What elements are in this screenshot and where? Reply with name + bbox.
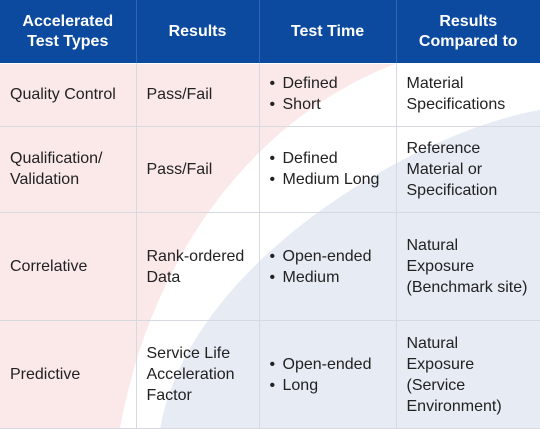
cell-results: Service Life Acceleration Factor — [136, 320, 260, 429]
list-item: Open-ended — [270, 246, 386, 267]
cell-results: Pass/Fail — [136, 126, 260, 214]
cell-test-type: Qualification/ Validation — [0, 126, 137, 214]
list-item: Long — [270, 375, 386, 396]
cell-test-type: Quality Control — [0, 63, 137, 127]
list-item: Open-ended — [270, 354, 386, 375]
test-time-list: Defined Short — [270, 73, 386, 115]
list-item: Defined — [270, 73, 386, 94]
table-row: Qualification/ Validation Pass/Fail Defi… — [0, 126, 540, 214]
header-compared-to: Results Compared to — [396, 0, 540, 63]
list-item: Medium Long — [270, 169, 386, 190]
table-row: Correlative Rank-ordered Data Open-ended… — [0, 212, 540, 322]
test-time-list: Open-ended Long — [270, 354, 386, 396]
cell-results: Pass/Fail — [136, 63, 260, 127]
test-time-list: Defined Medium Long — [270, 148, 386, 190]
cell-test-type: Predictive — [0, 320, 137, 429]
test-time-list: Open-ended Medium — [270, 246, 386, 288]
cell-test-time: Open-ended Medium — [259, 212, 397, 322]
header-test-types: Accelerated Test Types — [0, 0, 137, 63]
cell-test-time: Open-ended Long — [259, 320, 397, 429]
cell-compared-to: Reference Material or Specification — [396, 126, 540, 214]
cell-test-time: Defined Short — [259, 63, 397, 127]
table-row: Quality Control Pass/Fail Defined Short … — [0, 63, 540, 127]
list-item: Short — [270, 94, 386, 115]
list-item: Medium — [270, 267, 386, 288]
header-results: Results — [136, 0, 260, 63]
header-test-time: Test Time — [259, 0, 397, 63]
cell-compared-to: Natural Exposure (Benchmark site) — [396, 212, 540, 322]
cell-compared-to: Natural Exposure (Service Environment) — [396, 320, 540, 429]
cell-results: Rank-ordered Data — [136, 212, 260, 322]
list-item: Defined — [270, 148, 386, 169]
table-row: Predictive Service Life Acceleration Fac… — [0, 320, 540, 429]
cell-test-type: Correlative — [0, 212, 137, 322]
cell-test-time: Defined Medium Long — [259, 126, 397, 214]
header-row: Accelerated Test Types Results Test Time… — [0, 0, 540, 63]
cell-compared-to: Material Specifications — [396, 63, 540, 127]
